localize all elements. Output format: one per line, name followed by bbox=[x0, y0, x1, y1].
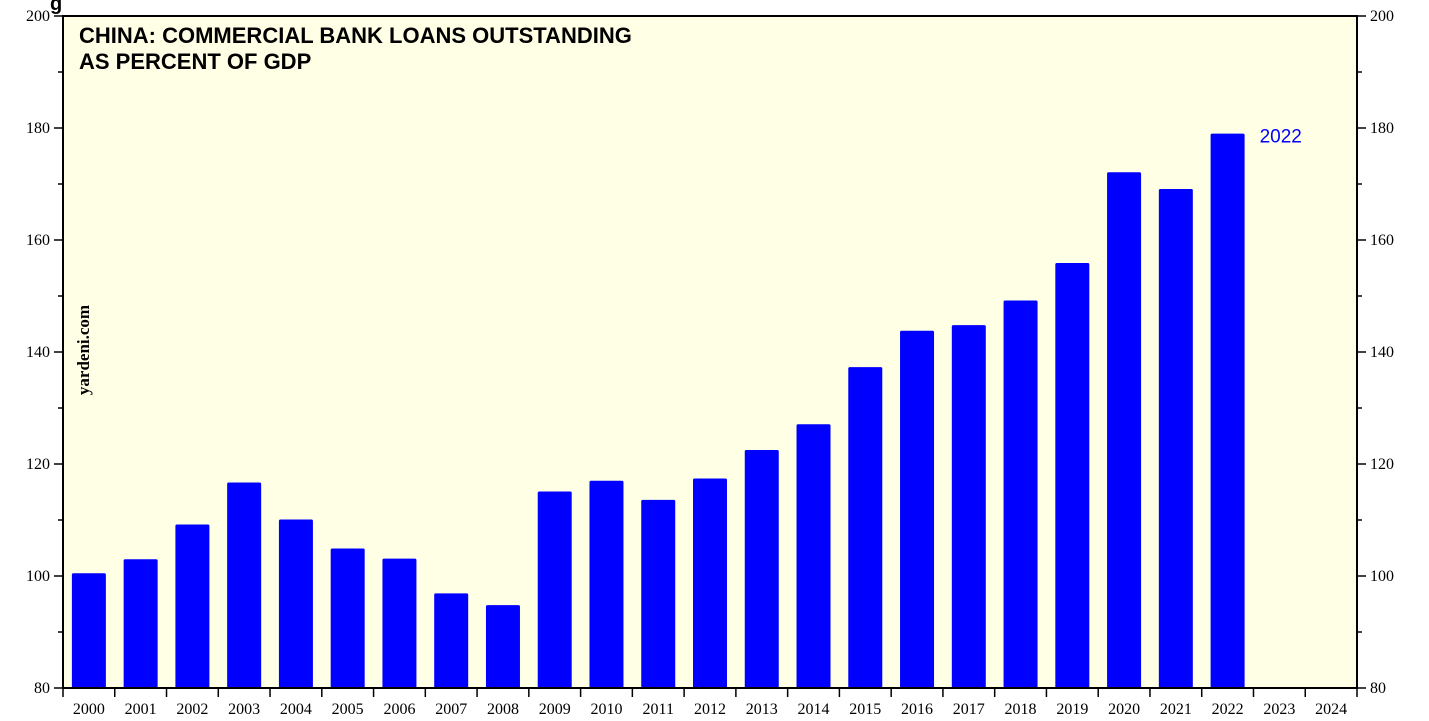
x-tick-label-2015: 2015 bbox=[849, 701, 881, 718]
x-tick-label-2009: 2009 bbox=[539, 701, 571, 718]
bar-2011 bbox=[641, 499, 676, 688]
bar-2019 bbox=[1055, 262, 1090, 688]
bar-2016 bbox=[900, 330, 935, 688]
bar-2012 bbox=[693, 478, 727, 688]
x-tick-label-2000: 2000 bbox=[73, 701, 105, 718]
bar-2009 bbox=[537, 491, 572, 688]
x-tick-label-2003: 2003 bbox=[228, 701, 260, 718]
bar-annotation: 2022 bbox=[1260, 127, 1302, 148]
x-tick-label-2019: 2019 bbox=[1056, 701, 1088, 718]
bar-2005 bbox=[330, 548, 365, 688]
bar-series bbox=[71, 133, 1245, 689]
x-tick-label-2010: 2010 bbox=[590, 701, 622, 718]
y-tick-label-right-140: 140 bbox=[1370, 344, 1394, 361]
bar-2007 bbox=[434, 593, 469, 688]
y-tick-label-left-80: 80 bbox=[34, 680, 50, 697]
plot-frame bbox=[62, 15, 1358, 689]
bar-2015 bbox=[848, 367, 883, 688]
x-tick-label-2018: 2018 bbox=[1005, 701, 1037, 718]
y-tick-label-right-80: 80 bbox=[1370, 680, 1386, 697]
bar-2004 bbox=[278, 519, 313, 688]
x-tick-label-2016: 2016 bbox=[901, 701, 933, 718]
x-tick-label-2012: 2012 bbox=[694, 701, 726, 718]
x-tick-label-2001: 2001 bbox=[125, 701, 157, 718]
corner-fragment: g bbox=[50, 0, 62, 15]
bar-2018 bbox=[1003, 300, 1038, 688]
y-tick-label-left-180: 180 bbox=[26, 120, 50, 137]
bar-2006 bbox=[382, 558, 417, 688]
chart-title-line-2: AS PERCENT OF GDP bbox=[79, 49, 311, 74]
x-tick-label-2011: 2011 bbox=[643, 701, 674, 718]
bar-2017 bbox=[951, 325, 986, 688]
bar-2010 bbox=[589, 480, 624, 688]
bar-2000 bbox=[71, 573, 106, 688]
x-tick-label-2002: 2002 bbox=[176, 701, 208, 718]
x-tick-label-2017: 2017 bbox=[953, 701, 985, 718]
bar-2013 bbox=[744, 450, 779, 688]
y-tick-label-right-100: 100 bbox=[1370, 568, 1394, 585]
bar-2003 bbox=[227, 482, 262, 688]
x-tick-label-2004: 2004 bbox=[280, 701, 312, 718]
bar-2001 bbox=[123, 559, 158, 688]
x-tick-label-2005: 2005 bbox=[332, 701, 364, 718]
tick-labels: 2022 80 80 100 100 120 120 140 140 160 160 180 180 20… bbox=[26, 8, 1394, 718]
watermark: yardeni.com bbox=[74, 305, 93, 395]
chart-title-line-1: CHINA: COMMERCIAL BANK LOANS OUTSTANDING bbox=[79, 23, 632, 48]
y-tick-label-right-160: 160 bbox=[1370, 232, 1394, 249]
y-tick-label-left-160: 160 bbox=[26, 232, 50, 249]
x-tick-label-2024: 2024 bbox=[1315, 701, 1347, 718]
x-tick-label-2013: 2013 bbox=[746, 701, 778, 718]
bar-2021 bbox=[1158, 189, 1193, 689]
y-tick-label-left-200: 200 bbox=[26, 8, 50, 25]
x-tick-label-2020: 2020 bbox=[1108, 701, 1140, 718]
x-tick-label-2014: 2014 bbox=[798, 701, 830, 718]
x-tick-label-2008: 2008 bbox=[487, 701, 519, 718]
y-tick-label-left-140: 140 bbox=[26, 344, 50, 361]
bar-2002 bbox=[175, 524, 210, 688]
bar-2020 bbox=[1107, 172, 1142, 689]
x-tick-label-2006: 2006 bbox=[383, 701, 415, 718]
y-tick-label-right-180: 180 bbox=[1370, 120, 1394, 137]
y-tick-label-left-100: 100 bbox=[26, 568, 50, 585]
x-tick-label-2022: 2022 bbox=[1212, 701, 1244, 718]
y-tick-label-left-120: 120 bbox=[26, 456, 50, 473]
bar-2014 bbox=[796, 424, 831, 688]
y-tick-label-right-200: 200 bbox=[1370, 8, 1394, 25]
y-tick-label-right-120: 120 bbox=[1370, 456, 1394, 473]
x-tick-label-2023: 2023 bbox=[1263, 701, 1295, 718]
x-tick-label-2007: 2007 bbox=[435, 701, 467, 718]
bar-2008 bbox=[485, 605, 520, 688]
bar-2022 bbox=[1210, 133, 1245, 689]
x-tick-label-2021: 2021 bbox=[1160, 701, 1192, 718]
